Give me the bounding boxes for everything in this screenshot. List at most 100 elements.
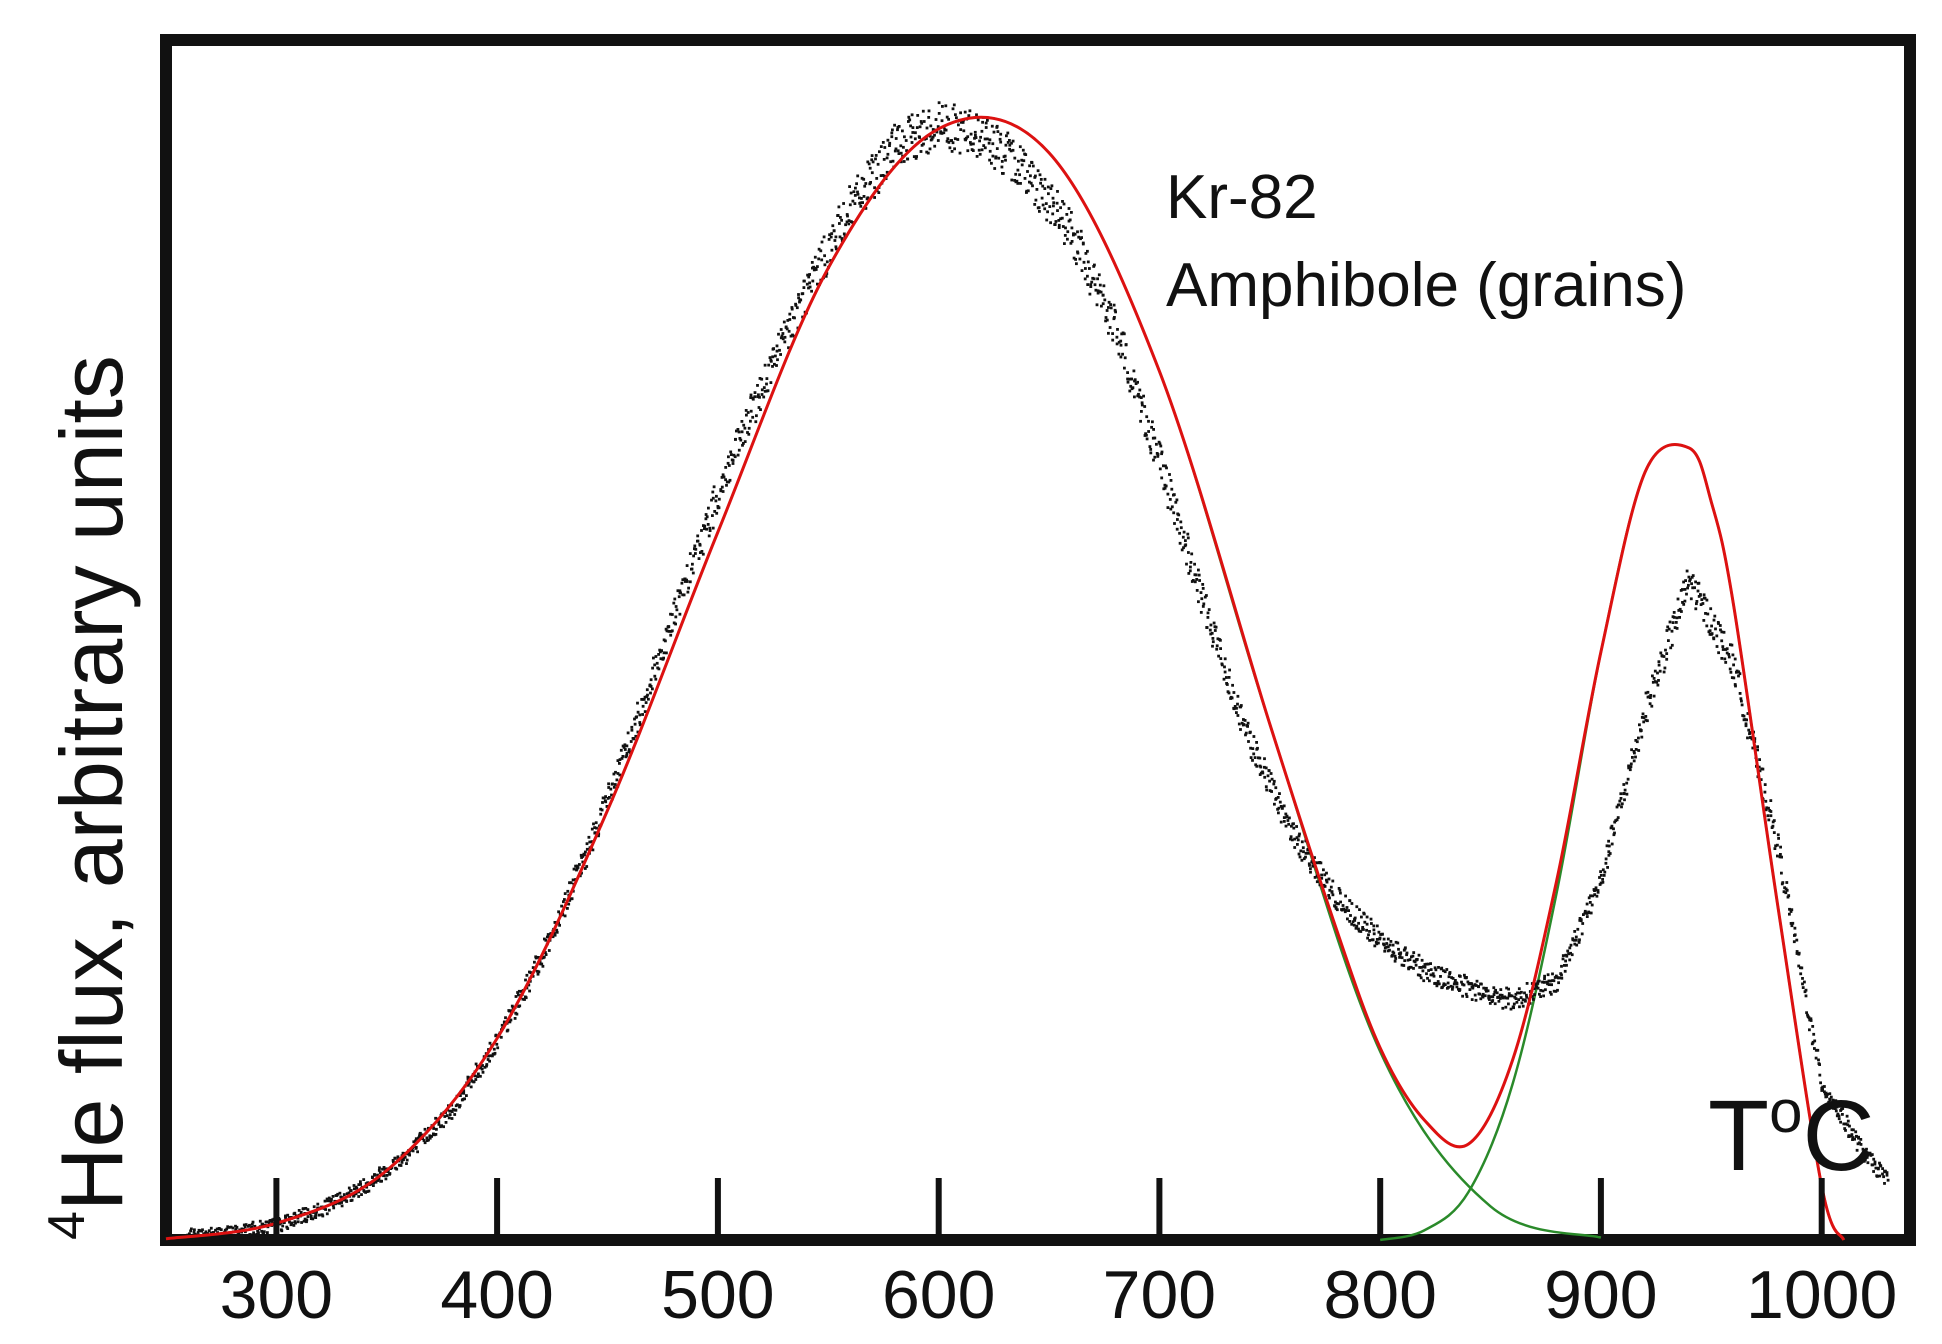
data-point	[1187, 551, 1190, 554]
data-point	[614, 770, 617, 774]
data-point	[1296, 843, 1299, 846]
data-point	[1268, 789, 1272, 792]
data-point	[1533, 993, 1536, 996]
data-point	[1676, 597, 1680, 601]
data-point	[260, 1229, 264, 1233]
data-point	[1546, 982, 1549, 986]
data-point	[652, 656, 655, 660]
data-point	[1227, 691, 1231, 695]
data-point	[740, 420, 744, 423]
data-point	[1488, 998, 1491, 1001]
data-point	[743, 440, 747, 443]
data-point	[636, 730, 640, 734]
data-point	[842, 232, 846, 236]
data-point	[1777, 837, 1780, 840]
data-point	[1440, 966, 1444, 970]
data-point	[1720, 639, 1724, 643]
data-point	[1068, 218, 1072, 222]
data-point	[553, 933, 557, 937]
data-point	[1746, 736, 1749, 740]
data-point	[1563, 969, 1567, 973]
data-point	[494, 1033, 498, 1037]
data-point	[847, 219, 851, 222]
data-point	[1181, 535, 1185, 539]
data-point	[1761, 767, 1765, 771]
data-point	[1814, 1056, 1818, 1060]
data-point	[227, 1233, 231, 1237]
data-point	[877, 191, 881, 194]
data-point	[893, 149, 897, 153]
data-point	[1008, 139, 1011, 142]
data-point	[1371, 938, 1375, 942]
data-point	[1697, 581, 1701, 585]
data-point	[1552, 989, 1556, 993]
data-point	[1882, 1175, 1885, 1179]
data-point	[1297, 834, 1301, 838]
data-point	[1229, 697, 1232, 700]
data-point	[995, 147, 999, 150]
data-point	[1197, 600, 1200, 604]
data-point	[1365, 928, 1368, 932]
data-point	[933, 144, 937, 148]
data-point	[1480, 982, 1483, 986]
data-point	[715, 494, 718, 498]
data-point	[749, 393, 753, 397]
data-point	[1223, 670, 1227, 674]
data-point	[1369, 917, 1373, 921]
data-point	[1868, 1152, 1872, 1156]
data-point	[447, 1116, 451, 1120]
data-point	[1729, 670, 1733, 674]
data-point	[854, 186, 857, 190]
data-point	[1385, 942, 1389, 945]
data-point	[1640, 735, 1644, 739]
data-point	[1688, 579, 1691, 583]
data-point	[1543, 977, 1546, 981]
data-point	[1396, 941, 1400, 945]
data-point	[1331, 893, 1335, 897]
x-axis-label-degree: o	[1769, 1078, 1802, 1145]
data-point	[459, 1094, 462, 1097]
data-point	[465, 1094, 468, 1097]
data-point	[1870, 1153, 1874, 1156]
data-point	[529, 971, 533, 974]
fit-line-3	[165, 115, 1846, 1241]
data-point	[1172, 511, 1176, 515]
data-point	[988, 158, 991, 162]
data-point	[1751, 746, 1755, 750]
data-point	[1098, 283, 1102, 287]
data-point	[975, 155, 979, 158]
data-point	[1591, 894, 1595, 898]
data-point	[1432, 974, 1436, 978]
data-point	[749, 419, 752, 423]
data-point	[1443, 970, 1447, 974]
data-point	[536, 972, 540, 976]
data-point	[579, 853, 583, 857]
data-point	[1662, 655, 1666, 658]
data-point	[1704, 612, 1707, 615]
data-point	[1576, 927, 1580, 931]
data-point	[1318, 883, 1322, 887]
data-point	[1851, 1138, 1854, 1141]
data-point	[717, 497, 721, 501]
data-point	[189, 1229, 192, 1233]
data-point	[946, 137, 950, 141]
data-point	[866, 196, 870, 200]
data-point	[649, 691, 652, 695]
data-point	[600, 808, 604, 812]
data-point	[354, 1192, 358, 1196]
data-point	[896, 128, 899, 132]
data-point	[1328, 888, 1332, 892]
data-point	[1604, 861, 1608, 865]
data-point	[1778, 855, 1782, 859]
data-point	[215, 1236, 218, 1239]
data-point	[918, 136, 921, 139]
data-point	[643, 695, 647, 699]
data-point	[944, 104, 948, 108]
data-point	[976, 118, 980, 122]
data-point	[778, 348, 781, 352]
data-point	[1140, 403, 1144, 407]
data-point	[910, 113, 914, 117]
data-point	[1070, 226, 1074, 230]
data-point	[1285, 814, 1289, 818]
data-point	[1309, 867, 1312, 871]
